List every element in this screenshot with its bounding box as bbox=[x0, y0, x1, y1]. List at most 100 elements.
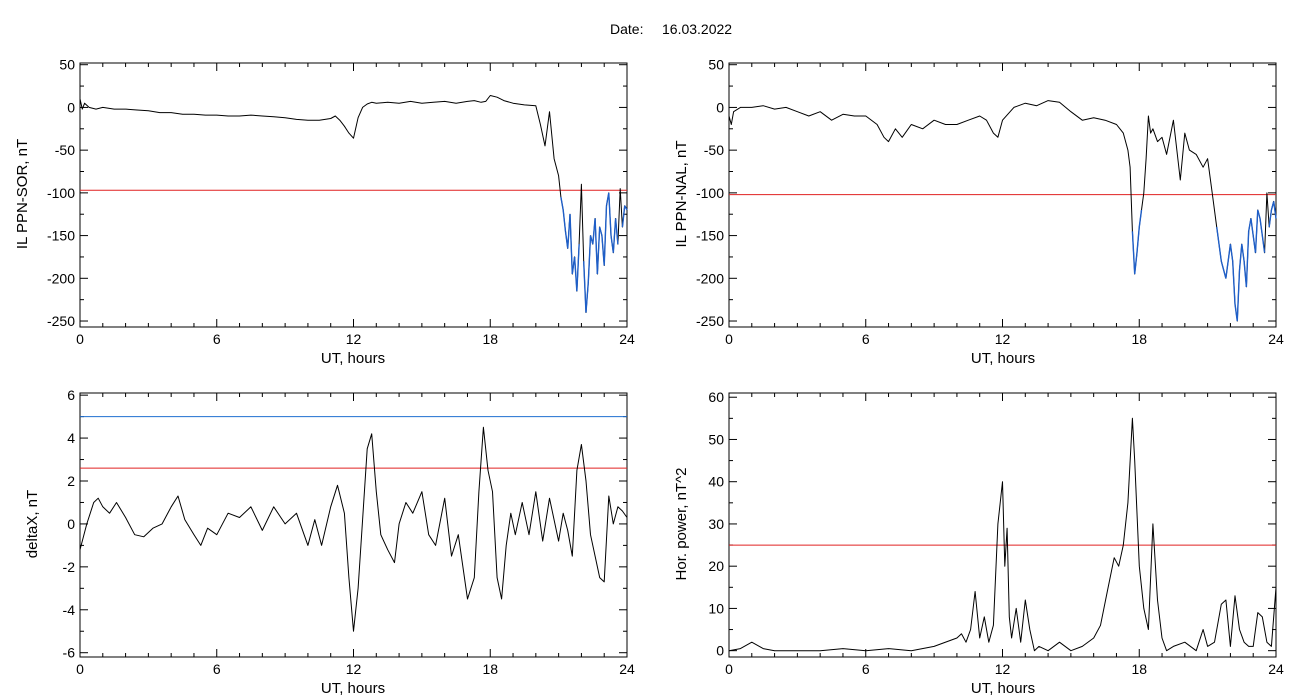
series-highlight-segment bbox=[1254, 209, 1259, 253]
series-highlight-segment bbox=[1273, 201, 1277, 219]
y-tick-label: 0 bbox=[67, 99, 75, 115]
series-highlight-segment bbox=[569, 214, 573, 275]
x-axis-title: UT, hours bbox=[971, 680, 1035, 697]
panel-marks: 0 6 12 18 24 50 0 -50 -100 -150 -200 -250 bbox=[696, 57, 1284, 347]
series-highlight-segment bbox=[576, 244, 580, 292]
y-tick-label: -4 bbox=[63, 602, 76, 618]
y-tick-label: 50 bbox=[708, 431, 724, 447]
y-tick-label: 50 bbox=[59, 57, 75, 73]
y-tick-label: -50 bbox=[704, 142, 724, 158]
x-tick-label: 24 bbox=[1268, 661, 1284, 677]
series-highlight-segment bbox=[608, 192, 612, 236]
x-tick-label: 0 bbox=[76, 331, 84, 347]
y-tick-label: 6 bbox=[67, 387, 75, 403]
y-axis-title: IL PPN-SOR, nT bbox=[14, 139, 31, 249]
x-axis-title: UT, hours bbox=[971, 350, 1035, 367]
series-highlight-segment bbox=[1241, 244, 1245, 262]
series-highlight-segment bbox=[1136, 226, 1140, 253]
series-line bbox=[728, 100, 1277, 322]
panel-il-ppn-sor: 0 6 12 18 24 50 0 -50 -100 -150 -200 -250 UT, hours… bbox=[14, 57, 635, 367]
y-tick-label: 60 bbox=[708, 389, 724, 405]
panel-deltax: 0 6 12 18 24 6 4 2 0 -2 -4 -6 UT, hours deltaX, nT bbox=[24, 387, 635, 697]
y-tick-label: 4 bbox=[67, 430, 75, 446]
y-tick-label: 40 bbox=[708, 474, 724, 490]
x-tick-label: 12 bbox=[995, 661, 1011, 677]
series-highlight-segment bbox=[1225, 244, 1232, 279]
series-highlight-segment bbox=[621, 205, 626, 228]
series-highlight-segment bbox=[587, 235, 592, 283]
series-highlight-segment bbox=[614, 218, 619, 245]
series-highlight-segment bbox=[582, 261, 587, 313]
y-tick-label: 0 bbox=[716, 99, 724, 115]
series-line bbox=[728, 417, 1277, 652]
x-tick-label: 12 bbox=[346, 331, 362, 347]
panel-marks: 0 6 12 18 24 50 0 -50 -100 -150 -200 -250 bbox=[47, 57, 635, 347]
x-tick-label: 18 bbox=[1131, 661, 1147, 677]
series-highlight-segment bbox=[562, 209, 567, 232]
series-line bbox=[79, 95, 628, 313]
y-tick-label: -200 bbox=[47, 270, 75, 286]
y-tick-label: -50 bbox=[55, 142, 75, 158]
panel-marks: 0 6 12 18 24 60 50 40 30 20 10 0 bbox=[708, 389, 1284, 677]
series-highlight-segment bbox=[585, 282, 589, 313]
y-tick-label: -2 bbox=[63, 559, 76, 575]
x-axis-title: UT, hours bbox=[321, 680, 385, 697]
y-axis-title: Hor. power, nT^2 bbox=[673, 468, 690, 581]
y-tick-label: 0 bbox=[716, 643, 724, 659]
series-highlight-segment bbox=[1268, 209, 1273, 228]
series-highlight-segment bbox=[612, 218, 617, 253]
y-tick-label: -150 bbox=[696, 228, 724, 244]
y-tick-label: 10 bbox=[708, 600, 724, 616]
panel-marks: 0 6 12 18 24 6 4 2 0 -2 -4 -6 bbox=[63, 387, 635, 677]
x-tick-label: 18 bbox=[482, 331, 498, 347]
date-header: Date: 16.03.2022 bbox=[610, 21, 732, 37]
y-tick-label: 50 bbox=[708, 57, 724, 73]
series-highlight-segment bbox=[1216, 226, 1222, 262]
series-highlight-segment bbox=[603, 205, 608, 266]
x-tick-label: 0 bbox=[725, 661, 733, 677]
series-highlight-segment bbox=[1257, 209, 1261, 219]
y-tick-label: -150 bbox=[47, 228, 75, 244]
x-tick-label: 0 bbox=[76, 661, 84, 677]
y-tick-label: 20 bbox=[708, 558, 724, 574]
y-tick-label: 0 bbox=[67, 516, 75, 532]
series-highlight-segment bbox=[598, 226, 603, 236]
y-tick-label: -100 bbox=[47, 185, 75, 201]
x-axis-title: UT, hours bbox=[321, 350, 385, 367]
panel-il-ppn-nal: 0 6 12 18 24 50 0 -50 -100 -150 -200 -250 UT, hours… bbox=[673, 57, 1284, 367]
x-tick-label: 24 bbox=[1268, 331, 1284, 347]
y-tick-label: -250 bbox=[696, 313, 724, 329]
x-tick-label: 24 bbox=[619, 331, 635, 347]
series-highlight-segment bbox=[1133, 252, 1138, 275]
plot-frame bbox=[79, 62, 628, 328]
series-highlight-segment bbox=[1250, 218, 1254, 236]
y-tick-label: 2 bbox=[67, 473, 75, 489]
series-highlight-segment bbox=[1238, 244, 1243, 270]
series-highlight-segment bbox=[624, 205, 628, 211]
x-tick-label: 6 bbox=[862, 661, 870, 677]
series-highlight-segment bbox=[596, 227, 601, 275]
series-highlight-segment bbox=[1229, 244, 1234, 262]
series-highlight-segment bbox=[594, 218, 599, 275]
y-axis-title: IL PPN-NAL, nT bbox=[673, 141, 690, 248]
series-highlight-segment bbox=[1131, 231, 1136, 275]
y-tick-label: -250 bbox=[47, 313, 75, 329]
x-tick-label: 0 bbox=[725, 331, 733, 347]
x-tick-label: 6 bbox=[213, 331, 221, 347]
plot-frame bbox=[728, 392, 1277, 658]
x-tick-label: 24 bbox=[619, 661, 635, 677]
series-highlight-segment bbox=[1138, 209, 1143, 228]
x-tick-label: 6 bbox=[862, 331, 870, 347]
x-tick-label: 18 bbox=[1131, 331, 1147, 347]
series-line bbox=[79, 426, 628, 632]
x-tick-label: 12 bbox=[995, 331, 1011, 347]
x-tick-label: 6 bbox=[213, 661, 221, 677]
panel-hor-power: 0 6 12 18 24 60 50 40 30 20 10 0 UT, hours Hor. pow… bbox=[673, 389, 1284, 697]
x-tick-label: 18 bbox=[482, 661, 498, 677]
series-highlight-segment bbox=[1220, 261, 1227, 279]
y-tick-label: -6 bbox=[63, 645, 76, 661]
y-tick-label: -200 bbox=[696, 270, 724, 286]
series-highlight-segment bbox=[560, 197, 564, 211]
y-tick-label: 30 bbox=[708, 516, 724, 532]
